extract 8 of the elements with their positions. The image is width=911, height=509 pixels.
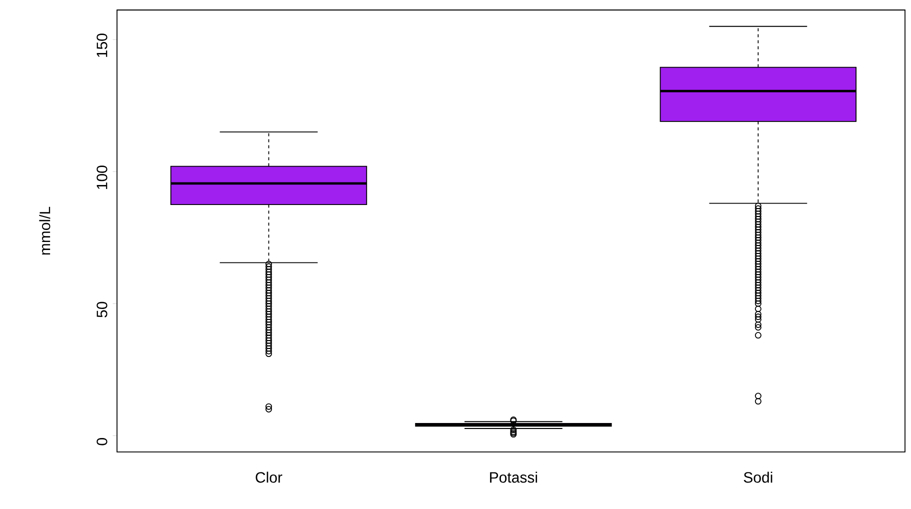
y-tick-label: 0 (96, 438, 108, 446)
y-tick-label: 50 (96, 302, 108, 318)
y-tick-label: 150 (96, 34, 108, 57)
x-tick-label: Potassi (490, 472, 538, 483)
y-tick-label: 100 (96, 166, 108, 189)
x-tick-label: Clor (256, 472, 282, 483)
x-tick-label: Sodi (744, 472, 772, 483)
y-axis-title: mmol/L (39, 206, 50, 255)
